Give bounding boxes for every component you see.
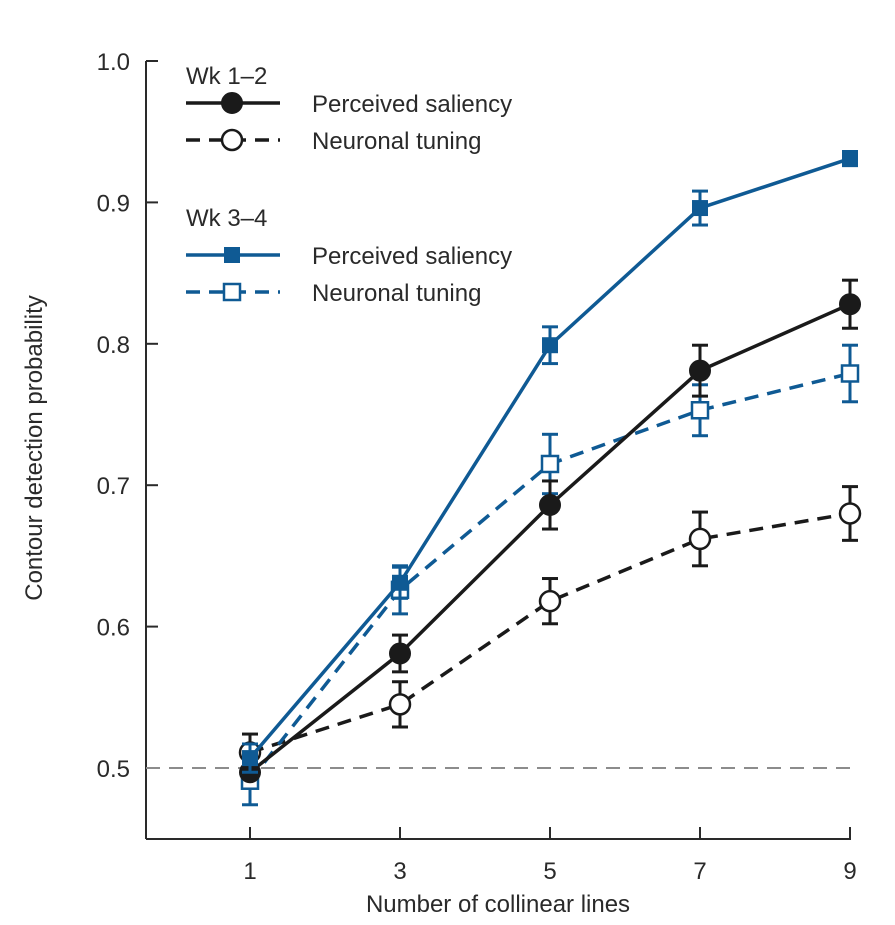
data-point — [840, 364, 860, 383]
series-wk-3-4-neuronal-tuning — [240, 343, 860, 807]
series-wk-1-2-neuronal-tuning — [238, 485, 862, 773]
series-line — [249, 511, 851, 755]
data-point — [542, 337, 558, 354]
series-wk-3-4-perceived-saliency — [242, 149, 858, 774]
data-point — [388, 693, 412, 716]
y-tick-label: 0.7 — [97, 473, 130, 500]
y-axis-title: Contour detection probability — [21, 295, 48, 601]
data-point — [692, 200, 708, 217]
axes: 0.5 0.6 0.7 0.8 0.9 1.0 1 3 5 7 9 — [97, 49, 857, 885]
data-point — [842, 150, 858, 167]
open-square-marker — [222, 282, 242, 302]
legend-group-title: Wk 3–4 — [186, 205, 267, 232]
y-tick-label: 0.8 — [97, 332, 130, 359]
data-point — [689, 359, 711, 382]
legend: Wk 1–2 Perceived saliency Neuronal tunin… — [186, 63, 512, 307]
data-point — [690, 401, 710, 420]
legend-label: Neuronal tuning — [312, 128, 481, 155]
data-point — [838, 502, 862, 525]
x-tick-label: 9 — [843, 858, 856, 885]
data-point — [539, 493, 561, 516]
series-line — [248, 302, 851, 774]
x-tick-label: 3 — [393, 858, 406, 885]
legend-label: Perceived saliency — [312, 243, 512, 270]
y-tick-label: 0.5 — [97, 756, 130, 783]
legend-label: Perceived saliency — [312, 91, 512, 118]
legend-swatch — [186, 128, 280, 152]
legend-swatch — [186, 247, 280, 263]
x-tick-label: 5 — [543, 858, 556, 885]
filled-circle-marker — [221, 92, 243, 114]
legend-swatches — [186, 92, 280, 302]
y-ticks: 0.5 0.6 0.7 0.8 0.9 1.0 — [97, 49, 158, 783]
legend-group-title: Wk 1–2 — [186, 63, 267, 90]
legend-swatch — [186, 92, 280, 114]
series-layer — [238, 149, 862, 807]
filled-square-marker — [224, 247, 240, 263]
x-tick-label: 1 — [243, 858, 256, 885]
data-point — [839, 293, 861, 316]
y-tick-label: 1.0 — [97, 49, 130, 76]
y-tick-label: 0.9 — [97, 190, 130, 217]
data-point — [540, 454, 560, 474]
open-circle-marker — [220, 128, 244, 152]
x-tick-label: 7 — [693, 858, 706, 885]
data-point — [389, 642, 411, 665]
x-axis-title: Number of collinear lines — [366, 891, 630, 918]
series-wk-1-2-perceived-saliency — [239, 278, 861, 784]
data-point — [242, 750, 258, 767]
data-point — [688, 527, 712, 551]
y-tick-label: 0.6 — [97, 615, 130, 642]
data-point — [392, 574, 408, 591]
data-point — [538, 589, 562, 613]
legend-label: Neuronal tuning — [312, 280, 481, 307]
x-ticks: 1 3 5 7 9 — [243, 827, 857, 885]
legend-swatch — [186, 282, 280, 302]
